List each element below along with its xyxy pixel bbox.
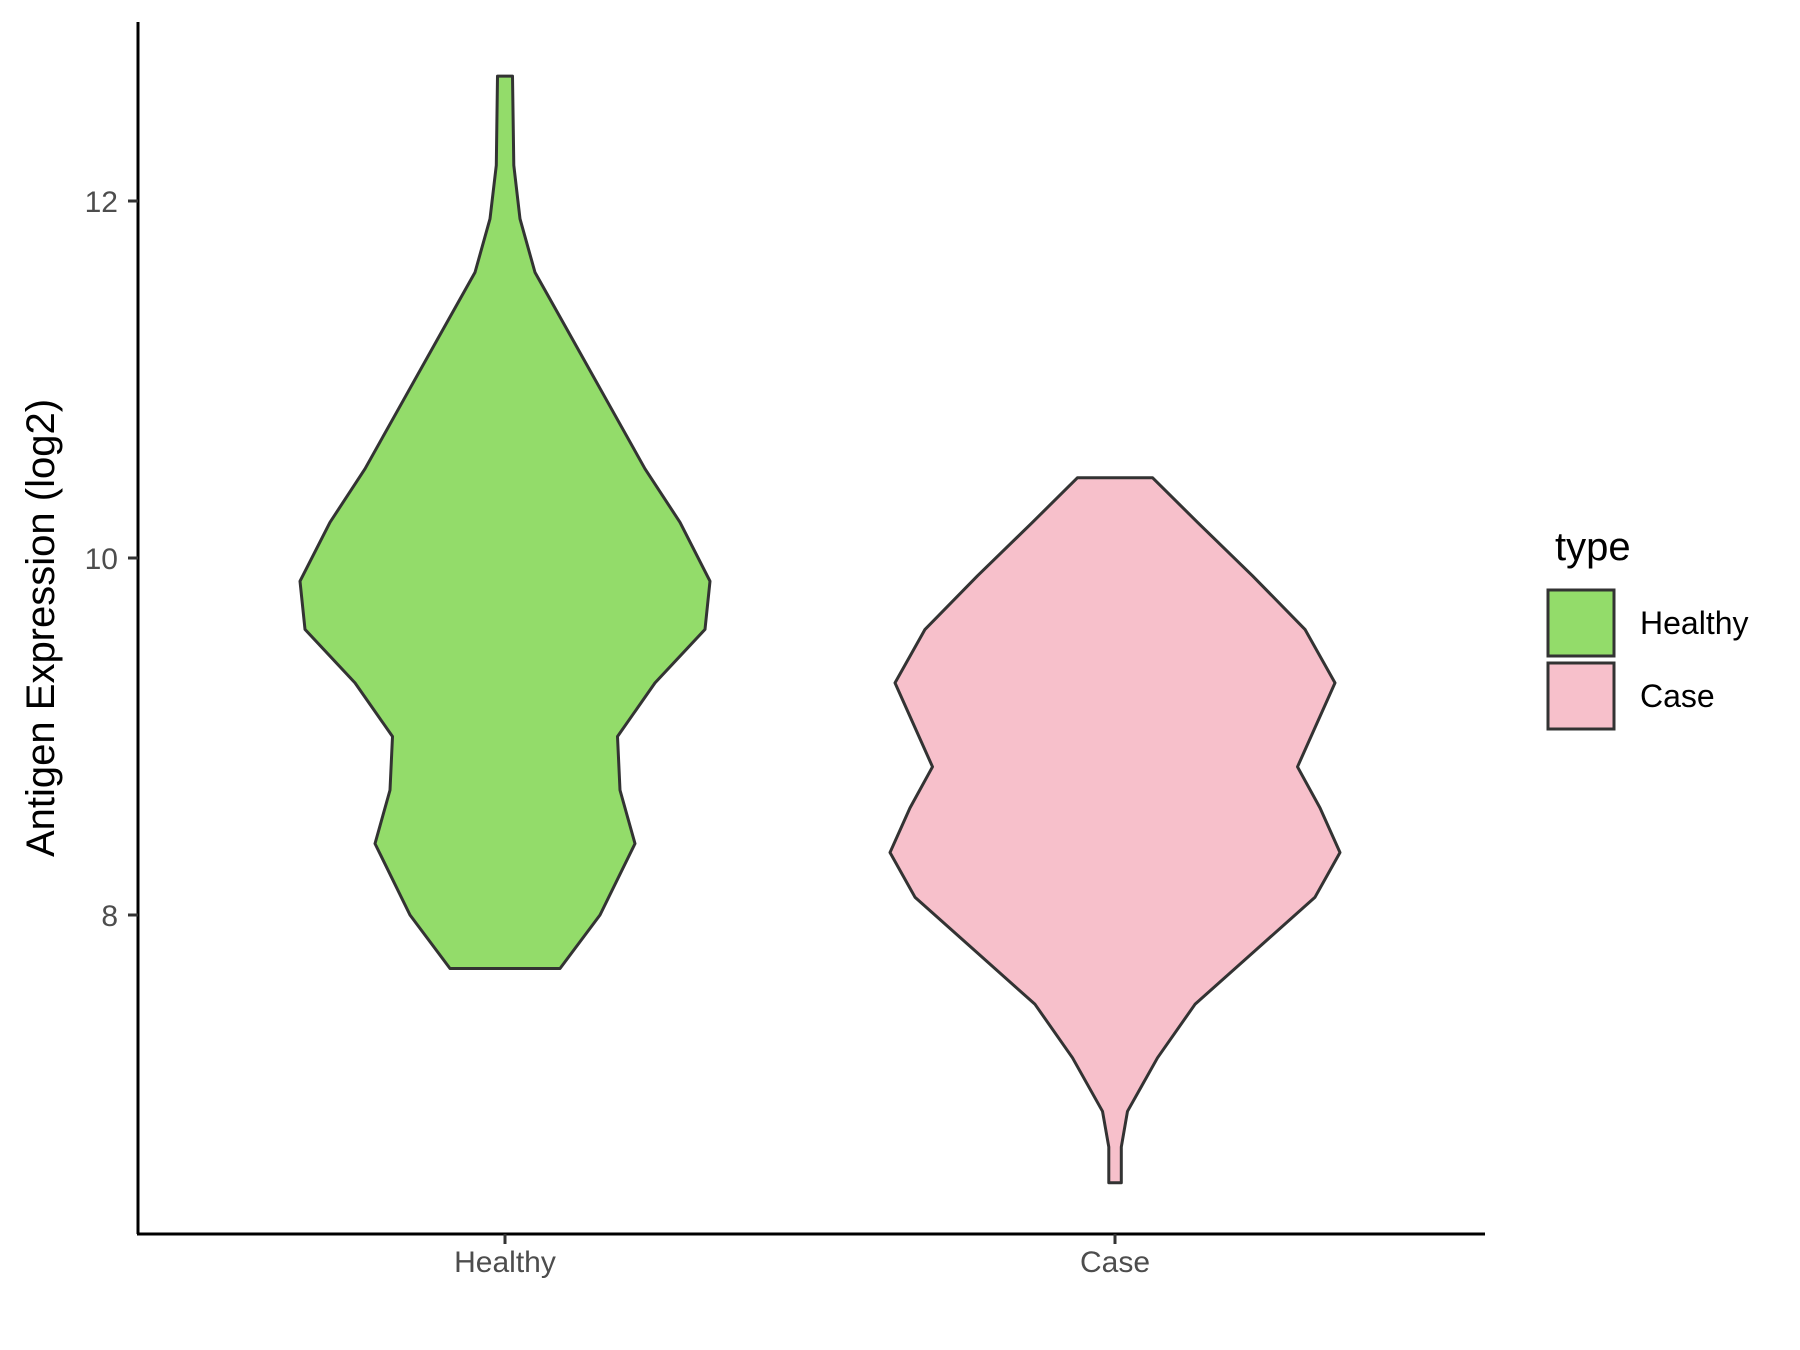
x-tick-label: Case [1080, 1246, 1150, 1279]
violin-healthy [298, 74, 712, 970]
legend-swatch-case [1546, 661, 1616, 731]
y-tick-label: 10 [85, 543, 118, 576]
violins-group [298, 74, 1342, 1185]
y-tick-label: 12 [85, 186, 118, 219]
legend-label-healthy: Healthy [1640, 605, 1749, 641]
violin-case [888, 476, 1342, 1185]
x-tick-label: Healthy [454, 1246, 556, 1279]
y-axis-title: Antigen Expression (log2) [19, 399, 63, 857]
legend-label-case: Case [1640, 678, 1715, 714]
legend: Healthy Case [1546, 588, 1749, 731]
legend-swatch-healthy [1546, 588, 1616, 658]
y-tick-label: 8 [101, 900, 118, 933]
x-ticks-group: Healthy Case [454, 1234, 1150, 1279]
legend-title: type [1555, 525, 1631, 569]
y-ticks-group: 8 10 12 [85, 186, 138, 933]
